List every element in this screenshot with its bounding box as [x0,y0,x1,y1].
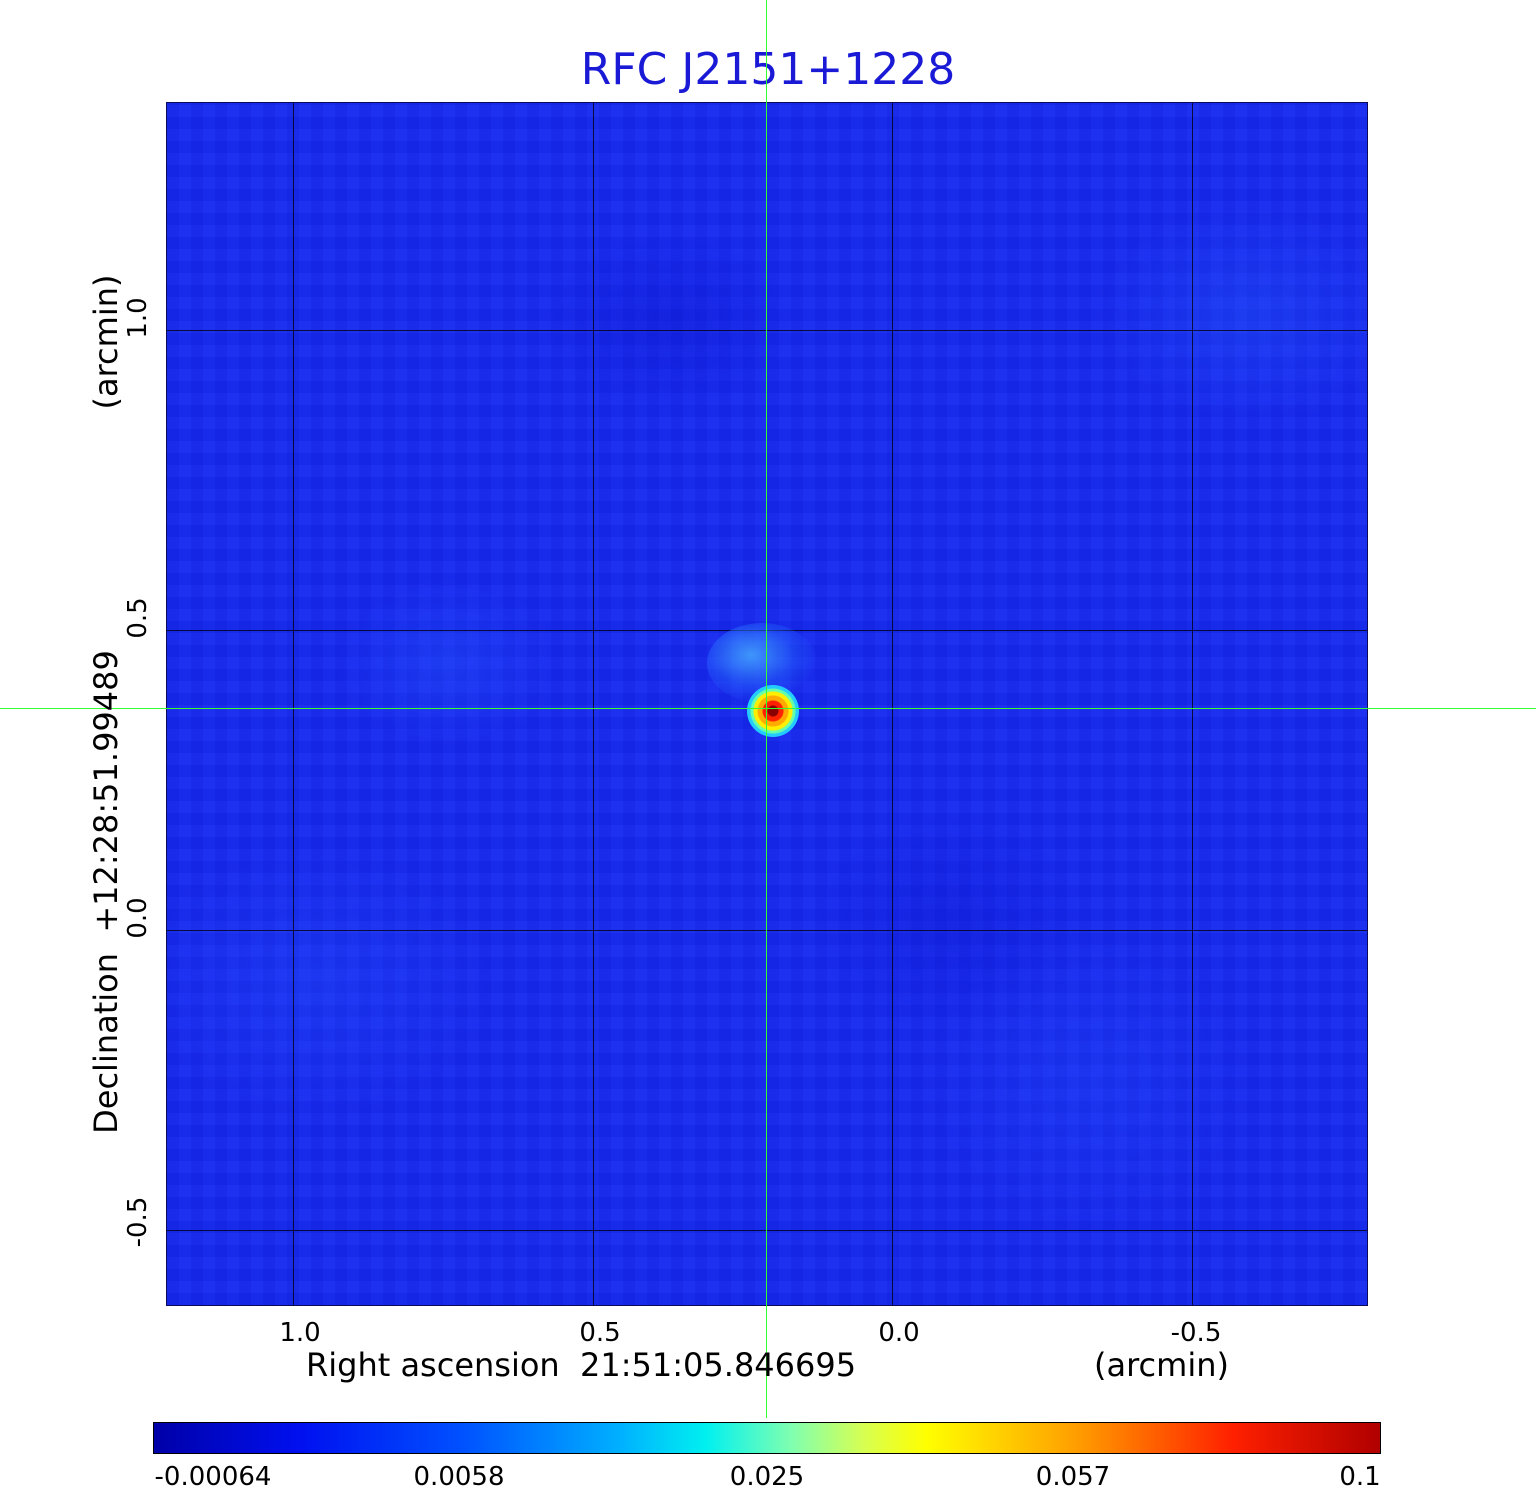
grid-line-dec-neg-0-5 [167,1230,1367,1231]
colorbar [153,1422,1381,1454]
grid-line-ra-1-0 [293,103,294,1305]
y-tick-label: -0.5 [123,1196,153,1248]
crosshair-vertical [766,0,767,1418]
grid-line-dec-1-0 [167,330,1367,331]
grid-line-ra-0-0 [892,103,893,1305]
x-tick-label: 1.0 [279,1318,321,1348]
grid-line-ra-0-5 [593,103,594,1305]
x-axis-label: Right ascension 21:51:05.846695 [306,1346,857,1384]
grid-line-dec-0-0 [167,930,1367,931]
radio-source [747,685,799,737]
x-axis-unit: (arcmin) [1094,1346,1229,1384]
colorbar-tick-label: 0.025 [729,1462,805,1492]
colorbar-tick-label: 0.057 [1035,1462,1111,1492]
colorbar-tick-label: 0.0058 [413,1462,505,1492]
radio-image-map[interactable] [166,102,1368,1306]
y-axis-unit: (arcmin) [87,274,125,410]
y-tick-label: 0.0 [123,897,153,939]
colorbar-tick-label: -0.00064 [154,1462,272,1492]
y-tick-label: 1.0 [123,297,153,339]
x-tick-label: 0.5 [579,1318,621,1348]
y-tick-label: 0.5 [123,597,153,639]
x-tick-label: 0.0 [878,1318,920,1348]
colorbar-tick-label: 0.1 [1339,1462,1381,1492]
x-tick-label: -0.5 [1170,1318,1222,1348]
crosshair-horizontal [0,708,1536,709]
image-title: RFC J2151+1228 [580,44,956,95]
grid-line-ra-neg-0-5 [1192,103,1193,1305]
y-axis-label: Declination +12:28:51.99489 [87,650,125,1134]
